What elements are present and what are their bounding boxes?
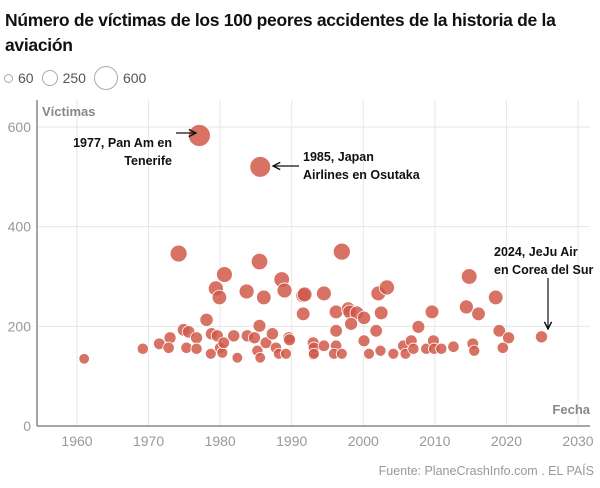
x-tick-label: 2010 <box>419 433 450 449</box>
y-tick-label: 400 <box>8 219 32 235</box>
accident-bubble <box>280 347 292 360</box>
accident-bubble <box>335 347 348 360</box>
legend-circle <box>4 73 13 83</box>
accident-bubble <box>169 244 188 263</box>
y-axis-label: Víctimas <box>42 104 95 119</box>
legend-circle <box>93 66 118 90</box>
y-tick-label: 600 <box>8 119 32 135</box>
accident-bubble <box>357 334 371 348</box>
annotation-line: 1985, Japan <box>303 150 374 164</box>
accident-bubble <box>534 330 548 344</box>
x-tick-label: 2030 <box>562 433 593 449</box>
accident-bubble <box>374 344 387 357</box>
accident-bubble <box>471 306 486 322</box>
accident-bubble <box>295 306 311 322</box>
accident-bubble <box>308 347 320 360</box>
x-tick-label: 1960 <box>61 433 92 449</box>
accident-bubble <box>487 289 504 306</box>
accident-bubble <box>356 310 372 325</box>
accident-bubble <box>204 347 217 360</box>
accident-bubble <box>238 283 255 300</box>
accident-bubble <box>407 342 420 355</box>
accident-bubble <box>283 333 296 347</box>
accident-bubble <box>254 351 266 364</box>
accident-bubble <box>363 347 375 360</box>
x-tick-label: 2020 <box>491 433 522 449</box>
annotation-pan-am: 1977, Pan Am en Tenerife <box>60 134 172 170</box>
accident-bubble <box>378 279 395 296</box>
accident-bubble <box>211 289 228 306</box>
x-tick-label: 2000 <box>348 433 379 449</box>
accident-bubble <box>316 285 332 302</box>
legend-item-600: 600 <box>93 66 147 90</box>
accident-bubble <box>78 353 90 365</box>
accident-bubble <box>248 331 261 345</box>
accident-bubble <box>217 336 231 350</box>
accident-bubble <box>252 318 267 333</box>
accident-bubble <box>180 341 193 354</box>
accident-bubble <box>216 266 233 283</box>
accident-bubble <box>411 319 426 334</box>
x-tick-label: 1970 <box>133 433 164 449</box>
accident-bubble <box>296 286 313 303</box>
y-tick-label: 200 <box>8 318 32 334</box>
accident-bubble <box>496 341 509 354</box>
annotation-line: Airlines en Osutaka <box>303 168 420 182</box>
annotation-japan-airlines: 1985, Japan Airlines en Osutaka <box>303 148 420 184</box>
legend-label: 250 <box>62 70 86 86</box>
accident-bubble <box>265 327 279 341</box>
accident-bubble <box>329 324 343 338</box>
accident-bubble <box>190 331 203 345</box>
x-tick-label: 1990 <box>276 433 307 449</box>
legend-item-60: 60 <box>4 70 34 86</box>
accident-bubble <box>369 324 383 338</box>
accident-bubble <box>424 304 440 320</box>
chart-title: Número de víctimas de los 100 peores acc… <box>5 10 556 55</box>
legend-item-250: 250 <box>41 70 86 86</box>
annotation-line: Tenerife <box>124 154 172 168</box>
x-axis-label: Fecha <box>552 402 590 417</box>
accident-bubble <box>317 339 331 352</box>
accident-bubble <box>199 312 214 327</box>
accident-bubble <box>276 282 293 299</box>
accident-bubble <box>447 340 460 353</box>
annotation-jeju-air: 2024, JeJu Air en Corea del Sur <box>494 243 593 279</box>
legend-label: 600 <box>122 70 147 86</box>
accident-bubble <box>373 305 389 321</box>
accident-bubble <box>344 316 359 331</box>
annotation-line: 2024, JeJu Air <box>494 245 578 259</box>
legend-label: 60 <box>18 70 34 86</box>
accident-bubble <box>328 304 344 320</box>
annotation-line: 1977, Pan Am en <box>73 136 172 150</box>
accident-bubble <box>502 331 516 345</box>
accident-bubble <box>259 336 273 350</box>
accident-bubble <box>387 347 400 360</box>
legend-circle <box>41 70 58 86</box>
annotation-line: en Corea del Sur <box>494 263 594 277</box>
accident-bubble <box>332 242 351 261</box>
source-note: Fuente: PlaneCrashInfo.com . EL PAÍS <box>378 464 594 478</box>
x-tick-label: 1980 <box>205 433 236 449</box>
accident-bubble <box>492 324 506 338</box>
size-legend: 60 250 600 <box>4 66 154 90</box>
accident-bubble <box>162 341 175 354</box>
accident-bubble <box>231 351 244 364</box>
accident-bubble <box>460 268 478 285</box>
accident-bubble <box>190 342 203 355</box>
accident-bubble <box>468 344 481 357</box>
accident-bubble <box>227 329 241 343</box>
accident-bubble <box>249 156 272 178</box>
accident-bubble <box>250 252 269 271</box>
y-tick-label: 0 <box>23 418 31 434</box>
accident-bubble <box>256 289 272 306</box>
accident-bubble <box>435 342 448 355</box>
accident-bubble <box>458 299 474 315</box>
accident-bubble <box>136 342 149 355</box>
accident-bubble <box>187 124 211 147</box>
